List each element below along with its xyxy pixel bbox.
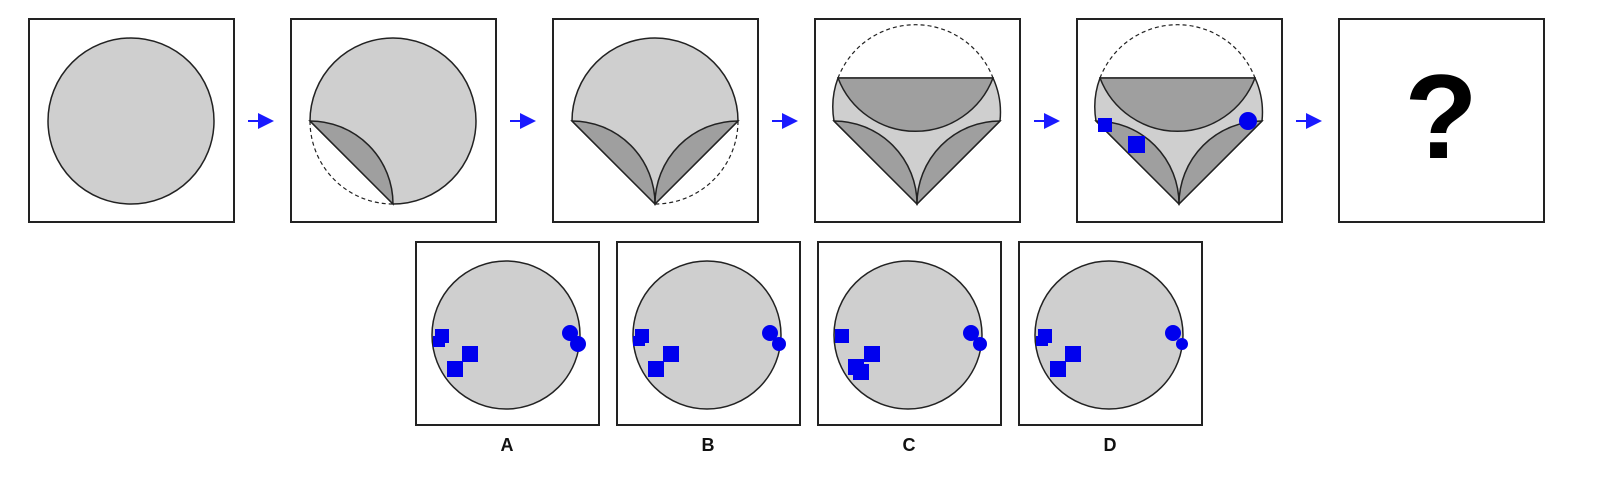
unfolded-paper: [1034, 260, 1184, 410]
folded-paper: [309, 37, 477, 205]
option-label: C: [903, 435, 916, 455]
unfolded-paper: [431, 260, 581, 410]
punch-circle: [772, 337, 786, 351]
fold-flap-left: [1094, 120, 1180, 206]
punch-square: [853, 364, 869, 380]
sequence-panel-4: [814, 18, 1021, 223]
punch-square: [1036, 336, 1048, 346]
punch-circle: [1176, 338, 1188, 350]
top-outline: [837, 24, 994, 79]
sequence-panel-6: ?: [1338, 18, 1545, 223]
option-label: A: [501, 435, 514, 455]
punch-square: [1065, 346, 1081, 362]
punch-square: [1128, 136, 1145, 153]
folded-paper: [571, 37, 739, 206]
punch-square: [433, 336, 445, 347]
question-mark: ?: [1404, 50, 1477, 184]
punch-circle: [1239, 112, 1257, 130]
punch-square: [648, 361, 664, 377]
option-d[interactable]: D: [1018, 241, 1203, 455]
fold-flap-right: [916, 120, 1002, 206]
option-b[interactable]: B: [616, 241, 801, 455]
punch-square: [663, 346, 679, 362]
option-label: B: [702, 435, 715, 455]
sequence-panel-3: [552, 18, 759, 223]
fold-flap: [308, 120, 394, 206]
punch-circle: [562, 325, 578, 341]
sequence-panel-5: [1076, 18, 1283, 223]
punch-square: [1050, 361, 1066, 377]
punch-square: [835, 329, 849, 343]
paper-disc: [47, 37, 215, 205]
punch-square: [462, 346, 478, 362]
punch-circle: [963, 325, 979, 341]
option-a[interactable]: A: [415, 241, 600, 455]
fold-flap-left: [570, 120, 656, 206]
punch-circle: [570, 336, 586, 352]
fold-flap-top: [836, 77, 995, 132]
punch-square: [864, 346, 880, 362]
fold-flap-right: [654, 120, 740, 206]
option-label: D: [1104, 435, 1117, 455]
top-outline: [1099, 24, 1256, 79]
fold-flap-left: [832, 120, 918, 206]
punch-circle: [973, 337, 987, 351]
punch-circle: [1165, 325, 1181, 341]
option-c[interactable]: C: [817, 241, 1002, 455]
unfolded-paper: [632, 260, 782, 410]
unfolded-paper: [833, 260, 983, 410]
sequence-panel-1: [28, 18, 235, 223]
fold-flap-top: [1098, 77, 1257, 132]
sequence-panel-2: [290, 18, 497, 223]
punch-circle: [762, 325, 778, 341]
missing-outline: [309, 120, 394, 205]
punch-square: [1098, 118, 1112, 132]
punch-square: [633, 336, 645, 346]
punch-square: [447, 361, 463, 377]
missing-outline: [654, 120, 739, 205]
